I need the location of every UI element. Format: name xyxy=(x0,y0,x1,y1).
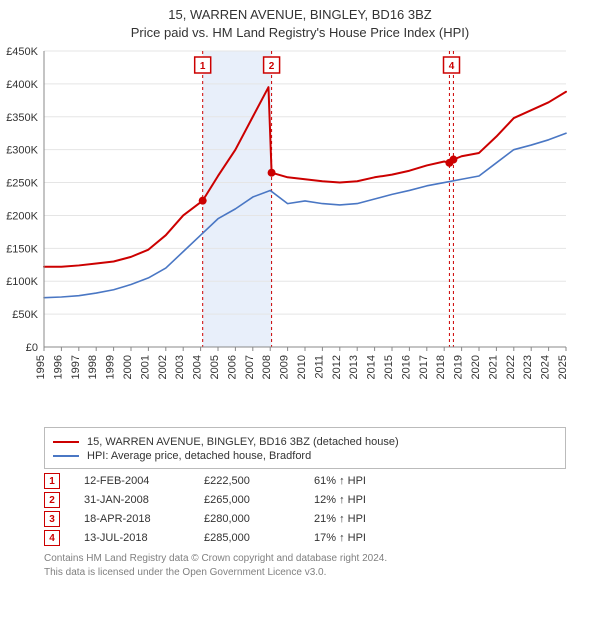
x-tick-label: 2023 xyxy=(522,355,534,379)
x-tick-label: 2024 xyxy=(540,355,552,379)
sale-delta: 17% ↑ HPI xyxy=(314,532,424,544)
legend-item: HPI: Average price, detached house, Brad… xyxy=(53,450,557,462)
y-tick-label: £100K xyxy=(6,276,38,288)
x-tick-label: 1996 xyxy=(52,355,64,379)
chart-marker-label: 1 xyxy=(200,61,206,72)
legend: 15, WARREN AVENUE, BINGLEY, BD16 3BZ (de… xyxy=(44,427,566,469)
sale-date: 13-JUL-2018 xyxy=(84,532,204,544)
x-tick-label: 2001 xyxy=(139,355,151,379)
y-tick-label: £250K xyxy=(6,178,38,190)
sale-delta: 21% ↑ HPI xyxy=(314,513,424,525)
chart: £0 £50K £100K £150K £200K £250K £300K £350K £400… xyxy=(0,41,600,421)
x-tick-label: 2002 xyxy=(157,355,169,379)
sale-dot xyxy=(449,156,457,164)
chart-title: 15, WARREN AVENUE, BINGLEY, BD16 3BZ Pri… xyxy=(0,6,600,41)
footnote: Contains HM Land Registry data © Crown c… xyxy=(44,552,566,579)
x-tick-label: 2014 xyxy=(366,355,378,379)
sale-price: £222,500 xyxy=(204,475,314,487)
x-tick-label: 2011 xyxy=(313,355,325,379)
x-tick-label: 2017 xyxy=(418,355,430,379)
legend-item: 15, WARREN AVENUE, BINGLEY, BD16 3BZ (de… xyxy=(53,436,557,448)
title-line2: Price paid vs. HM Land Registry's House … xyxy=(0,24,600,42)
x-tick-label: 2016 xyxy=(400,355,412,379)
y-tick-label: £350K xyxy=(6,112,38,124)
sale-delta: 12% ↑ HPI xyxy=(314,494,424,506)
sale-price: £280,000 xyxy=(204,513,314,525)
sale-price: £265,000 xyxy=(204,494,314,506)
x-tick-label: 2013 xyxy=(348,355,360,379)
sale-dot xyxy=(268,169,276,177)
sale-marker: 1 xyxy=(44,473,60,489)
title-line1: 15, WARREN AVENUE, BINGLEY, BD16 3BZ xyxy=(0,6,600,24)
y-tick-label: £150K xyxy=(6,243,38,255)
sale-marker: 2 xyxy=(44,492,60,508)
y-tick-label: £400K xyxy=(6,79,38,91)
x-tick-label: 1998 xyxy=(87,355,99,379)
sale-delta: 61% ↑ HPI xyxy=(314,475,424,487)
legend-swatch xyxy=(53,455,79,457)
chart-svg: £0 £50K £100K £150K £200K £250K £300K £350K £400… xyxy=(0,41,600,421)
sale-price: £285,000 xyxy=(204,532,314,544)
legend-swatch xyxy=(53,441,79,443)
x-tick-label: 1999 xyxy=(105,355,117,379)
chart-marker-label: 4 xyxy=(449,61,455,72)
footnote-line2: This data is licensed under the Open Gov… xyxy=(44,566,566,580)
x-tick-label: 2022 xyxy=(505,355,517,379)
x-tick-label: 2020 xyxy=(470,355,482,379)
x-tick-label: 2009 xyxy=(279,355,291,379)
sale-date: 31-JAN-2008 xyxy=(84,494,204,506)
y-tick-label: £450K xyxy=(6,46,38,58)
x-tick-label: 2012 xyxy=(331,355,343,379)
series-price_paid xyxy=(44,87,566,267)
legend-label: HPI: Average price, detached house, Brad… xyxy=(87,450,311,462)
x-tick-label: 2025 xyxy=(557,355,569,379)
x-tick-label: 2006 xyxy=(226,355,238,379)
legend-label: 15, WARREN AVENUE, BINGLEY, BD16 3BZ (de… xyxy=(87,436,399,448)
y-tick-label: £0 xyxy=(26,342,38,354)
x-tick-label: 1995 xyxy=(35,355,47,379)
sale-marker: 3 xyxy=(44,511,60,527)
y-tick-label: £300K xyxy=(6,145,38,157)
x-tick-label: 2010 xyxy=(296,355,308,379)
x-tick-label: 2008 xyxy=(261,355,273,379)
x-tick-label: 2004 xyxy=(192,355,204,379)
x-tick-label: 2000 xyxy=(122,355,134,379)
sales-row: 3 18-APR-2018£280,00021% ↑ HPI xyxy=(44,511,566,527)
x-tick-label: 2018 xyxy=(435,355,447,379)
sales-row: 1 12-FEB-2004£222,50061% ↑ HPI xyxy=(44,473,566,489)
sale-dot xyxy=(199,197,207,205)
x-tick-label: 2021 xyxy=(487,355,499,379)
sales-table: 1 12-FEB-2004£222,50061% ↑ HPI 2 31-JAN-200… xyxy=(44,473,566,546)
sales-row: 2 31-JAN-2008£265,00012% ↑ HPI xyxy=(44,492,566,508)
x-tick-label: 1997 xyxy=(70,355,82,379)
y-tick-label: £200K xyxy=(6,211,38,223)
x-tick-label: 2007 xyxy=(244,355,256,379)
x-tick-label: 2015 xyxy=(383,355,395,379)
shade-band xyxy=(203,51,272,347)
chart-marker-label: 2 xyxy=(269,61,275,72)
footnote-line1: Contains HM Land Registry data © Crown c… xyxy=(44,552,566,566)
x-tick-label: 2005 xyxy=(209,355,221,379)
sale-date: 18-APR-2018 xyxy=(84,513,204,525)
y-tick-label: £50K xyxy=(12,309,38,321)
x-tick-label: 2019 xyxy=(453,355,465,379)
sales-row: 4 13-JUL-2018£285,00017% ↑ HPI xyxy=(44,530,566,546)
sale-date: 12-FEB-2004 xyxy=(84,475,204,487)
x-tick-label: 2003 xyxy=(174,355,186,379)
sale-marker: 4 xyxy=(44,530,60,546)
